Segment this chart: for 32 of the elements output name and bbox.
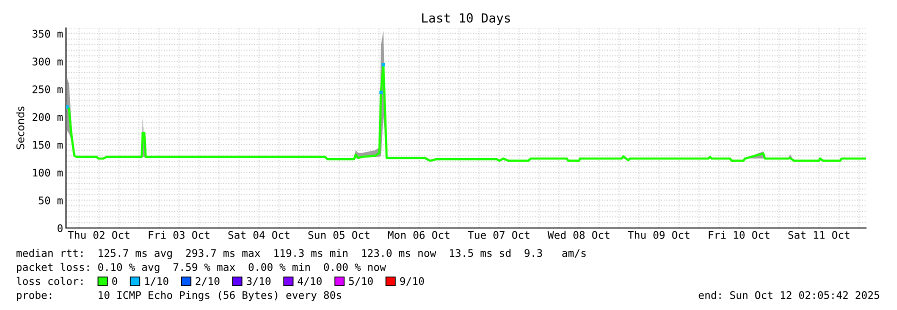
x-tick-label: Thu 02 Oct: [68, 230, 130, 239]
x-tick-label: Sat 11 Oct: [788, 231, 850, 239]
legend-label: 0: [112, 277, 118, 286]
y-axis-title: Seconds: [16, 106, 24, 150]
legend-label: 9/10: [400, 277, 424, 286]
x-tick-label: Wed 08 Oct: [548, 230, 610, 239]
y-tick-label: 0: [58, 224, 63, 232]
legend-label: 4/10: [298, 277, 322, 286]
y-tick-label: 300 m: [32, 58, 63, 66]
y-tick-label: 250 m: [32, 85, 63, 94]
x-tick-label: Thu 09 Oct: [628, 230, 690, 239]
text: median rtt: 125.7 ms avg 293.7 ms max 119.3 ms min 123.0 ms now 13.5 ms sd 9.3 am/s: [16, 248, 586, 260]
legend-title: loss color:: [16, 276, 82, 286]
y-tick-label: 150 m: [33, 140, 63, 149]
y-tick-label: 200 m: [32, 113, 63, 122]
text: probe: 10 ICMP Echo Pings (56 Bytes) every 80s: [16, 290, 342, 302]
chart-title: Last 10 Days: [422, 13, 510, 26]
legend-label: 5/10: [349, 277, 373, 286]
text: end: Sun Oct 12 02:05:42 2025: [698, 290, 880, 300]
x-tick-label: Mon 06 Oct: [388, 231, 450, 239]
legend-label: 1/10: [145, 277, 168, 286]
y-tick-label: 350 m: [32, 30, 63, 38]
x-tick-label: Fri 10 Oct: [708, 230, 770, 239]
text: packet loss: 0.10 % avg 7.59 % max 0.00 % min 0.00 % now: [16, 262, 386, 274]
x-tick-label: Tue 07 Oct: [468, 231, 530, 239]
x-tick-label: Fri 03 Oct: [148, 230, 210, 239]
legend-label: 2/10: [196, 277, 220, 286]
x-tick-label: Sun 05 Oct: [308, 231, 370, 239]
legend-label: 3/10: [246, 277, 271, 286]
y-tick-label: 50 m: [38, 196, 63, 204]
y-tick-label: 100 m: [33, 168, 63, 177]
x-tick-label: Sat 04 Oct: [228, 231, 290, 239]
